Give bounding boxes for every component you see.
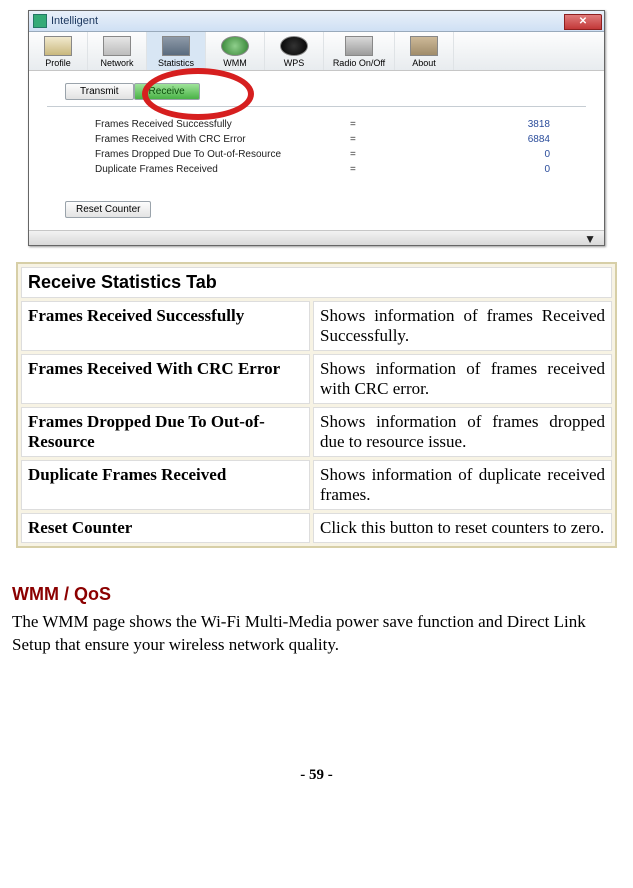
- network-icon: [103, 36, 131, 56]
- stat-eq: =: [350, 149, 430, 160]
- titlebar: Intelligent ✕: [29, 11, 604, 32]
- toolbar-label: WMM: [223, 58, 247, 68]
- stat-eq: =: [350, 134, 430, 145]
- toolbar-label: Profile: [45, 58, 71, 68]
- radio-icon: [345, 36, 373, 56]
- app-window: Intelligent ✕ Profile Network Statistics…: [28, 10, 605, 246]
- doc-desc: Shows information of duplicate received …: [313, 460, 612, 510]
- doc-table-header: Receive Statistics Tab: [21, 267, 612, 298]
- toolbar: Profile Network Statistics WMM WPS Radio…: [29, 32, 604, 71]
- section-body: The WMM page shows the Wi-Fi Multi-Media…: [12, 611, 621, 657]
- stat-value: 0: [430, 164, 550, 175]
- toolbar-label: Statistics: [158, 58, 194, 68]
- doc-term: Frames Received Successfully: [21, 301, 310, 351]
- doc-desc: Click this button to reset counters to z…: [313, 513, 612, 543]
- tabstrip: Transmit Receive: [65, 83, 586, 100]
- stat-label: Frames Received With CRC Error: [47, 134, 350, 145]
- stat-row: Frames Received With CRC Error = 6884: [47, 132, 586, 147]
- profile-icon: [44, 36, 72, 56]
- close-icon: ✕: [579, 16, 587, 27]
- tab-receive[interactable]: Receive: [134, 83, 200, 100]
- stat-label: Frames Dropped Due To Out-of-Resource: [47, 149, 350, 160]
- toolbar-network[interactable]: Network: [88, 32, 147, 70]
- about-icon: [410, 36, 438, 56]
- doc-desc: Shows information of frames Received Suc…: [313, 301, 612, 351]
- stat-row: Duplicate Frames Received = 0: [47, 162, 586, 177]
- toolbar-radio[interactable]: Radio On/Off: [324, 32, 395, 70]
- reset-counter-button[interactable]: Reset Counter: [65, 201, 151, 218]
- toolbar-wps[interactable]: WPS: [265, 32, 324, 70]
- toolbar-label: Radio On/Off: [333, 58, 385, 68]
- tab-transmit[interactable]: Transmit: [65, 83, 134, 100]
- app-icon: [33, 14, 47, 28]
- doc-term: Frames Dropped Due To Out-of-Resource: [21, 407, 310, 457]
- close-button[interactable]: ✕: [564, 14, 602, 30]
- toolbar-label: WPS: [284, 58, 305, 68]
- table-row: Frames Received With CRC Error Shows inf…: [21, 354, 612, 404]
- table-row: Frames Received Successfully Shows infor…: [21, 301, 612, 351]
- chevron-down-icon[interactable]: ▼: [584, 232, 596, 246]
- stat-value: 3818: [430, 119, 550, 130]
- doc-table-title: Receive Statistics Tab: [21, 267, 612, 298]
- divider: [47, 106, 586, 107]
- toolbar-profile[interactable]: Profile: [29, 32, 88, 70]
- table-row: Frames Dropped Due To Out-of-Resource Sh…: [21, 407, 612, 457]
- doc-table: Receive Statistics Tab Frames Received S…: [16, 262, 617, 548]
- stat-row: Frames Dropped Due To Out-of-Resource = …: [47, 147, 586, 162]
- page-number: - 59 -: [12, 767, 621, 784]
- stat-value: 0: [430, 149, 550, 160]
- stat-row: Frames Received Successfully = 3818: [47, 117, 586, 132]
- stat-eq: =: [350, 119, 430, 130]
- toolbar-about[interactable]: About: [395, 32, 454, 70]
- doc-term: Reset Counter: [21, 513, 310, 543]
- stat-label: Duplicate Frames Received: [47, 164, 350, 175]
- doc-desc: Shows information of frames received wit…: [313, 354, 612, 404]
- toolbar-wmm[interactable]: WMM: [206, 32, 265, 70]
- table-row: Duplicate Frames Received Shows informat…: [21, 460, 612, 510]
- toolbar-label: About: [412, 58, 436, 68]
- wmm-icon: [221, 36, 249, 56]
- window-footer: ▼: [29, 230, 604, 245]
- wps-icon: [280, 36, 308, 56]
- statistics-icon: [162, 36, 190, 56]
- doc-desc: Shows information of frames dropped due …: [313, 407, 612, 457]
- window-title: Intelligent: [51, 15, 98, 27]
- stat-eq: =: [350, 164, 430, 175]
- window-body: Transmit Receive Frames Received Success…: [29, 71, 604, 230]
- table-row: Reset Counter Click this button to reset…: [21, 513, 612, 543]
- toolbar-label: Network: [100, 58, 133, 68]
- doc-term: Frames Received With CRC Error: [21, 354, 310, 404]
- section-heading: WMM / QoS: [12, 584, 621, 605]
- stat-label: Frames Received Successfully: [47, 119, 350, 130]
- doc-term: Duplicate Frames Received: [21, 460, 310, 510]
- toolbar-statistics[interactable]: Statistics: [147, 32, 206, 70]
- stat-value: 6884: [430, 134, 550, 145]
